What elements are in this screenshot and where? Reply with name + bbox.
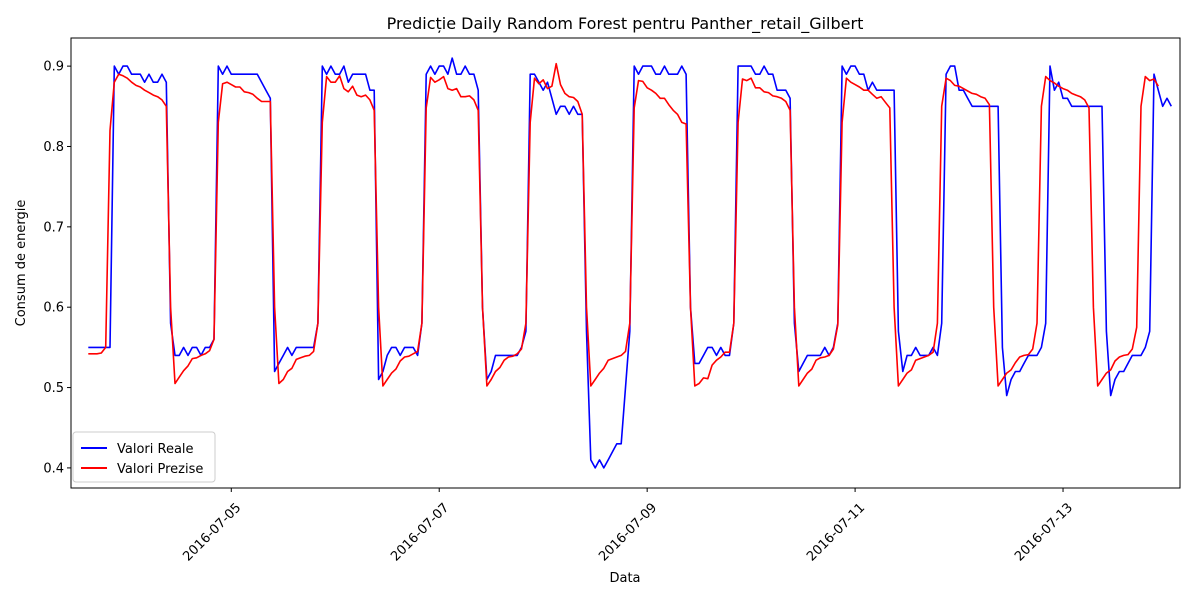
legend-label-valori-reale: Valori Reale xyxy=(117,442,194,457)
y-tick-label: 0.9 xyxy=(43,60,64,75)
y-tick-label: 0.6 xyxy=(43,301,64,316)
y-tick-label: 0.8 xyxy=(43,140,64,155)
chart-title: Predicție Daily Random Forest pentru Pan… xyxy=(387,14,864,34)
y-axis: 0.4 0.5 0.6 0.7 0.8 0.9 xyxy=(43,60,71,476)
y-tick-label: 0.7 xyxy=(43,220,64,235)
y-tick-label: 0.5 xyxy=(43,381,64,396)
y-axis-label: Consum de energie xyxy=(14,200,29,327)
plot-lines xyxy=(88,57,1173,469)
x-axis-label: Data xyxy=(609,571,640,586)
plot-frame xyxy=(70,37,1181,489)
legend-box xyxy=(72,431,216,483)
series-line-valori-prezise xyxy=(88,62,1159,387)
legend-label-valori-prezise: Valori Prezise xyxy=(117,462,203,477)
legend: Valori Reale Valori Prezise xyxy=(72,431,216,483)
y-tick-label: 0.4 xyxy=(43,461,64,476)
series-line-valori-reale xyxy=(88,57,1173,469)
